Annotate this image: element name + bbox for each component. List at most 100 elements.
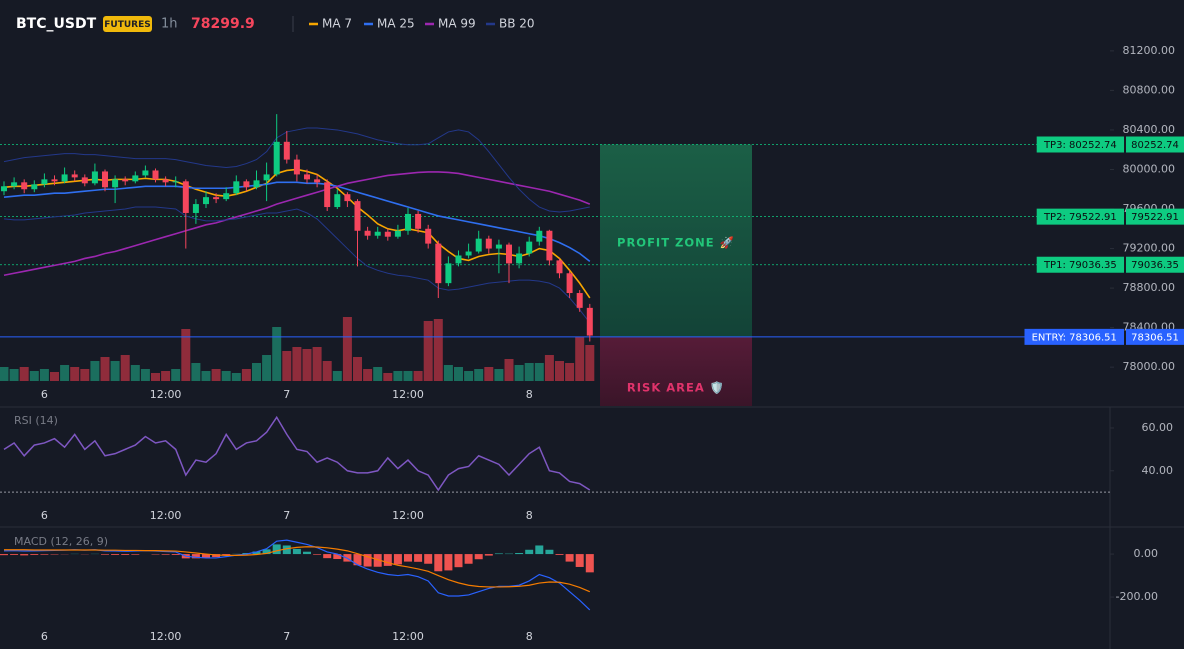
- level-axis-bg: [1126, 136, 1184, 153]
- candle-body: [405, 213, 411, 231]
- candle-body: [455, 255, 462, 264]
- y-tick-label: 78000.00: [1123, 360, 1176, 373]
- volume-bar: [322, 361, 332, 381]
- histogram-bar: [121, 554, 130, 555]
- candle-body: [526, 241, 533, 254]
- candle-body: [51, 179, 58, 182]
- volume-bar: [130, 365, 140, 381]
- histogram-bar: [252, 551, 261, 555]
- y-tick-label: 0.00: [1134, 547, 1159, 560]
- level-label-bg: [1036, 256, 1124, 273]
- y-tick-label: 60.00: [1142, 421, 1174, 434]
- histogram-bar: [545, 549, 554, 555]
- last-price: 78299.9: [191, 16, 255, 32]
- rsi-title: RSI (14): [14, 414, 58, 427]
- candle-body: [334, 194, 341, 208]
- y-tick-label: 40.00: [1142, 464, 1174, 477]
- volume-bar: [575, 337, 585, 381]
- level-axis-label: 79036.35: [1131, 260, 1179, 271]
- volume-bar: [211, 369, 221, 381]
- candle-body: [415, 213, 422, 229]
- candle-body: [192, 204, 199, 213]
- histogram-bar: [535, 545, 544, 555]
- volume-bar: [221, 371, 231, 381]
- volume-bar: [454, 367, 463, 381]
- level-label-bg: [1036, 208, 1124, 225]
- candle-body: [132, 175, 139, 182]
- volume-bar: [110, 361, 120, 381]
- x-tick-label: 12:00: [150, 630, 182, 643]
- histogram-bar: [171, 554, 180, 555]
- histogram-bar: [10, 554, 19, 555]
- histogram-bar: [191, 554, 200, 559]
- x-tick-label: 7: [283, 509, 290, 522]
- interval[interactable]: 1h: [161, 17, 178, 32]
- histogram-bar: [222, 554, 231, 556]
- histogram-bar: [272, 544, 281, 555]
- histogram-bar: [434, 554, 443, 572]
- candle-body: [203, 197, 209, 205]
- volume-bar: [423, 321, 433, 381]
- volume-bar: [383, 373, 393, 381]
- x-tick-label: 7: [283, 630, 290, 643]
- histogram-bar: [474, 554, 483, 560]
- candle-body: [394, 230, 401, 237]
- histogram-bar: [40, 554, 49, 555]
- symbol: BTC_USDT: [16, 16, 97, 32]
- candle-body: [122, 179, 129, 182]
- candle-body: [182, 181, 189, 213]
- volume-bar: [181, 329, 191, 381]
- histogram-bar: [30, 554, 39, 555]
- histogram-bar: [424, 554, 433, 564]
- candle-body: [344, 194, 351, 202]
- volume-bar: [403, 371, 413, 381]
- x-tick-label: 12:00: [392, 630, 424, 643]
- bb-upper: [3, 127, 590, 213]
- badge-bg: [103, 16, 152, 32]
- histogram-bar: [20, 554, 29, 556]
- level-axis-bg: [1126, 328, 1184, 345]
- candle-body: [293, 159, 300, 175]
- histogram-bar: [262, 549, 271, 555]
- x-tick-label: 8: [526, 509, 533, 522]
- candle-body: [11, 182, 18, 187]
- risk-zone: [600, 336, 752, 406]
- volume-bar: [70, 367, 80, 381]
- candle-body: [172, 181, 179, 183]
- candle-body: [445, 263, 452, 284]
- risk-zone-label: RISK AREA 🛡️: [627, 381, 725, 395]
- volume-bar: [161, 371, 171, 381]
- candle-body: [71, 174, 78, 178]
- volume-bar: [524, 363, 534, 381]
- candle-body: [61, 174, 68, 182]
- histogram-bar: [484, 554, 493, 556]
- volume-bar: [252, 363, 261, 381]
- candle-body: [485, 238, 492, 249]
- x-tick-label: 12:00: [150, 388, 182, 401]
- candle-body: [304, 174, 310, 180]
- level-axis-bg: [1126, 208, 1184, 225]
- legend-label: BB 20: [499, 17, 535, 31]
- volume-bar: [171, 369, 181, 381]
- volume-bar: [484, 367, 494, 381]
- candle-body: [142, 170, 149, 176]
- level-axis-label: 79522.91: [1131, 212, 1179, 223]
- histogram-bar: [454, 554, 463, 568]
- candle-body: [556, 260, 563, 274]
- histogram-bar: [313, 554, 322, 555]
- volume-bar: [241, 369, 251, 381]
- candle-body: [213, 197, 220, 200]
- histogram-bar: [131, 554, 140, 555]
- histogram-bar: [383, 554, 392, 566]
- volume-bar: [191, 363, 201, 381]
- legend-label: MA 7: [322, 17, 352, 31]
- volume-bar: [373, 367, 383, 381]
- histogram-bar: [363, 554, 372, 567]
- volume-bar: [332, 371, 342, 381]
- candle-body: [253, 180, 260, 188]
- candle-body: [506, 244, 512, 264]
- candle-body: [364, 230, 371, 236]
- x-tick-label: 12:00: [392, 509, 424, 522]
- candle-body: [243, 181, 250, 188]
